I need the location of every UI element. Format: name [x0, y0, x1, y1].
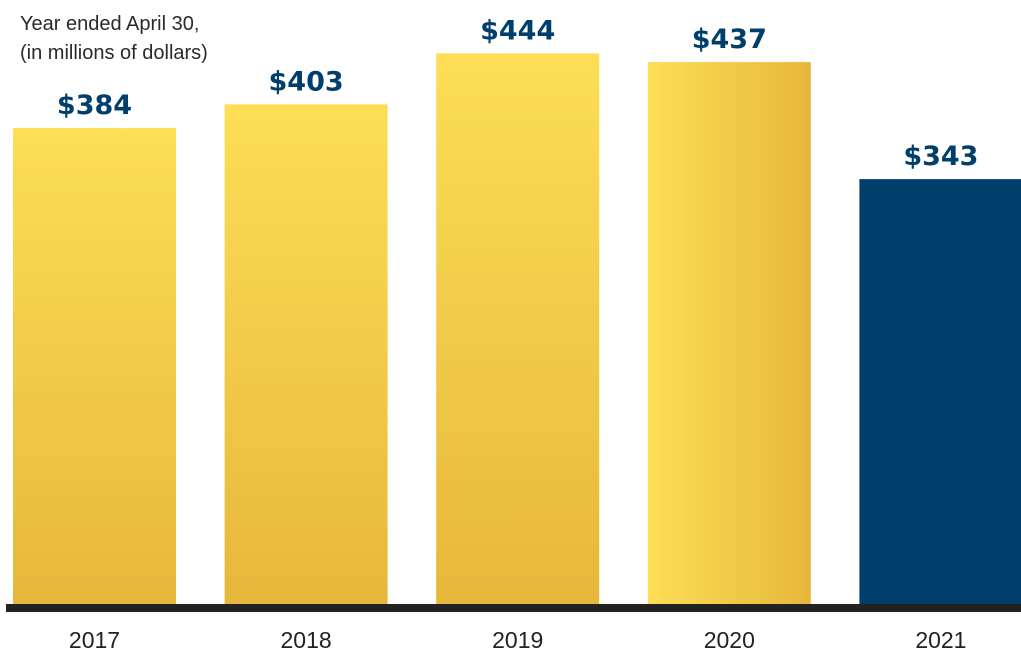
x-tick-label-2017: 2017 [69, 627, 120, 653]
bar-2019 [436, 53, 600, 606]
value-label-2019: $444 [480, 15, 555, 46]
bar-2021 [859, 179, 1021, 606]
bar-2017 [13, 128, 176, 606]
x-axis-baseline [6, 604, 1021, 612]
subtitle-line-1: Year ended April 30, [20, 13, 200, 35]
chart-subtitle: Year ended April 30, (in millions of dol… [20, 10, 208, 68]
value-labels-group: $384 $403 $444 $437 $343 [57, 15, 979, 172]
x-tick-label-2020: 2020 [704, 627, 755, 653]
value-label-2018: $403 [269, 66, 344, 97]
value-label-2021: $343 [903, 141, 978, 172]
x-tick-label-2021: 2021 [915, 627, 966, 653]
subtitle-line-2: (in millions of dollars) [20, 42, 208, 64]
x-tick-label-2019: 2019 [492, 627, 543, 653]
x-tick-label-2018: 2018 [281, 627, 332, 653]
value-label-2020: $437 [692, 24, 767, 55]
x-tick-labels-group: 2017 2018 2019 2020 2021 [69, 627, 967, 653]
bar-2020 [647, 62, 811, 607]
value-label-2017: $384 [57, 90, 132, 121]
bar-2018 [224, 104, 388, 607]
bars-group [13, 53, 1021, 607]
